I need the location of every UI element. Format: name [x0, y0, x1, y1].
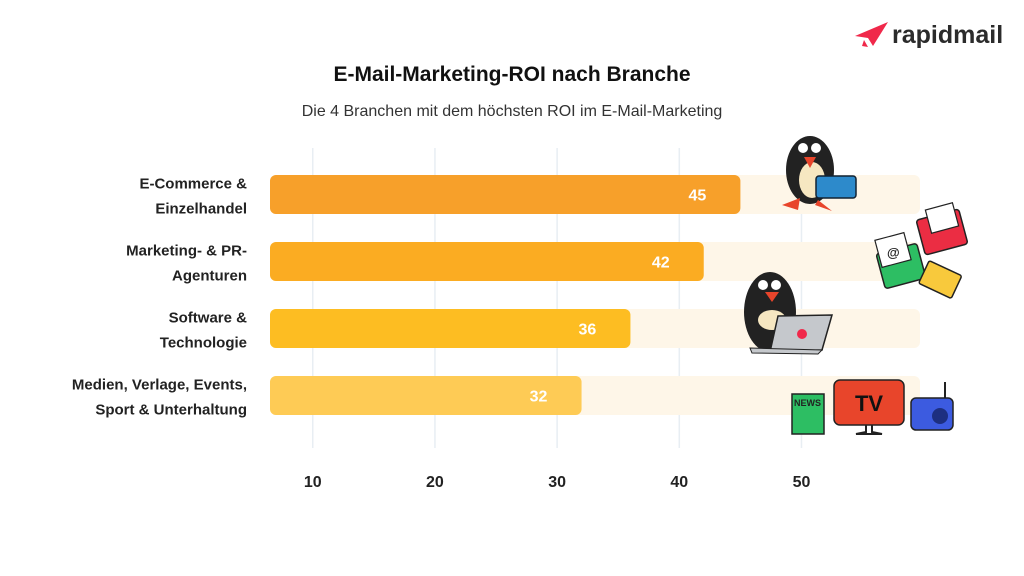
- x-tick-label: 40: [670, 474, 688, 491]
- chart-title: E-Mail-Marketing-ROI nach Branche: [333, 63, 690, 86]
- logo-text: rapidmail: [892, 21, 1003, 49]
- bar: [270, 376, 582, 415]
- category-label-line: E-Commerce &: [139, 176, 247, 193]
- svg-text:TV: TV: [855, 391, 883, 416]
- x-tick-label: 30: [548, 474, 566, 491]
- envelopes-illustration: @: [874, 202, 968, 299]
- paper-plane-icon: [855, 22, 888, 47]
- bar-value-label: 32: [530, 389, 548, 406]
- x-tick-label: 50: [793, 474, 811, 491]
- bar: [270, 175, 741, 214]
- category-label-line: Software &: [169, 310, 248, 327]
- category-label: E-Commerce & Einzelhandel: [139, 176, 247, 218]
- category-label: Medien, Verlage, Events, Sport & Unterhal…: [72, 377, 247, 419]
- category-label-line: Sport & Unterhaltung: [95, 402, 247, 419]
- bar-value-label: 45: [688, 188, 706, 205]
- bar: [270, 242, 704, 281]
- category-label-line: Marketing- & PR-: [126, 243, 247, 260]
- category-label: Marketing- & PR- Agenturen: [126, 243, 247, 285]
- bar: [270, 309, 631, 348]
- media-illustration: NEWS TV: [791, 379, 954, 435]
- rapidmail-logo: rapidmail: [855, 21, 1003, 49]
- category-label-line: Einzelhandel: [155, 201, 247, 218]
- svg-text:@: @: [887, 245, 900, 260]
- category-label: Software & Technologie: [160, 310, 247, 352]
- bar-value-label: 36: [579, 322, 597, 339]
- x-tick-label: 20: [426, 474, 444, 491]
- category-label-line: Technologie: [160, 335, 247, 352]
- penguin-laptop-illustration: [744, 272, 833, 355]
- svg-text:NEWS: NEWS: [794, 398, 821, 408]
- bar-value-label: 42: [652, 255, 670, 272]
- x-tick-label: 10: [304, 474, 322, 491]
- chart-subtitle: Die 4 Branchen mit dem höchsten ROI im E…: [302, 103, 723, 120]
- penguin-basket-illustration: [782, 136, 857, 211]
- category-label-line: Agenturen: [172, 268, 247, 285]
- category-label-line: Medien, Verlage, Events,: [72, 377, 247, 394]
